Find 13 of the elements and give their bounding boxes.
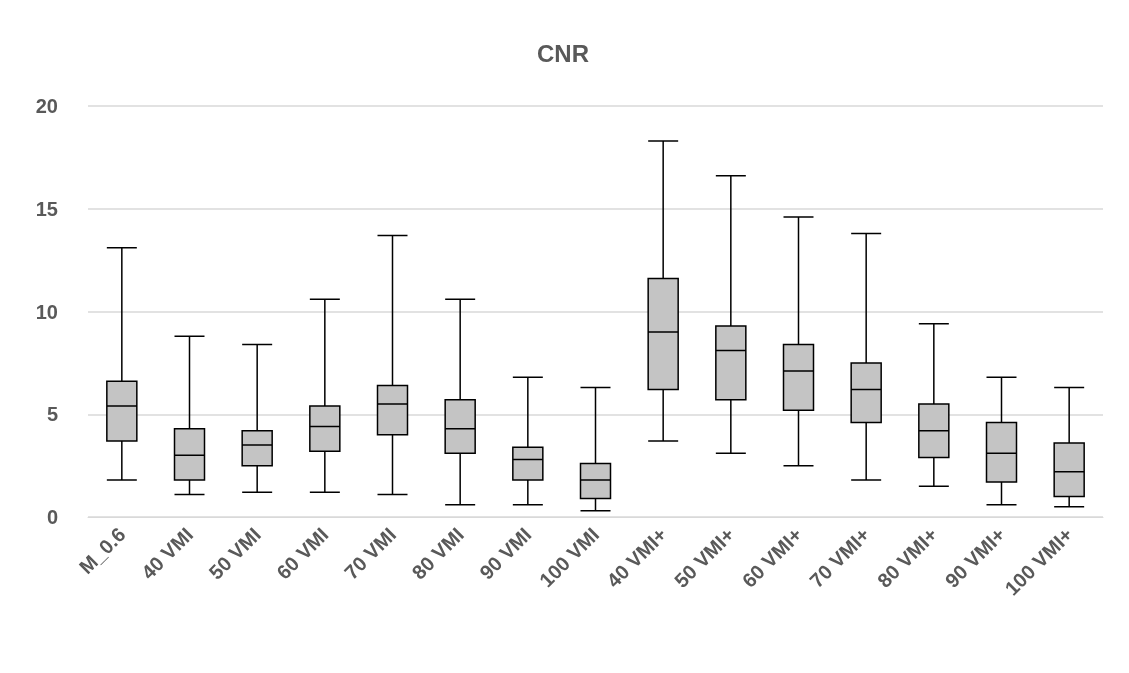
y-tick-label: 15 [35, 197, 58, 220]
x-tick-label: 50 VMI [204, 523, 265, 584]
y-tick-label: 0 [46, 506, 58, 528]
x-tick-label: 100 VMI [535, 523, 604, 592]
y-tick-label: 20 [35, 95, 58, 117]
x-tick-label: 90 VMI [475, 523, 536, 584]
x-tick-label: 80 VMI [407, 523, 468, 584]
y-tick-label: 10 [35, 300, 58, 323]
chart-title: CNR [537, 39, 589, 67]
x-tick-label: 60 VMI [272, 523, 333, 584]
x-tick-label: 70 VMI [339, 523, 401, 584]
y-tick-label: 5 [46, 403, 58, 426]
x-tick-label: 40 VMI [136, 523, 198, 584]
